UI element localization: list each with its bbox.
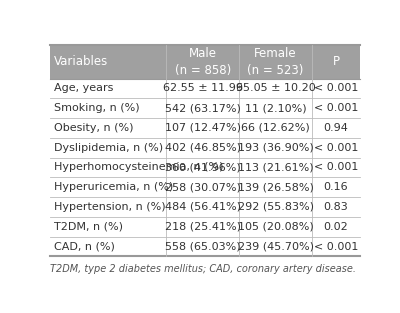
- Text: 542 (63.17%): 542 (63.17%): [165, 103, 241, 113]
- Text: 218 (25.41%): 218 (25.41%): [165, 222, 241, 232]
- Text: CAD, n (%): CAD, n (%): [54, 242, 115, 252]
- Text: < 0.001: < 0.001: [314, 162, 358, 172]
- Text: P: P: [332, 55, 340, 68]
- Text: 193 (36.90%): 193 (36.90%): [238, 143, 314, 153]
- FancyBboxPatch shape: [50, 237, 360, 256]
- Text: T2DM, n (%): T2DM, n (%): [54, 222, 123, 232]
- Text: 105 (20.08%): 105 (20.08%): [238, 222, 314, 232]
- Text: 0.16: 0.16: [324, 182, 348, 192]
- Text: Male
(n = 858): Male (n = 858): [174, 47, 231, 77]
- Text: 360 (41.96%): 360 (41.96%): [165, 162, 240, 172]
- Text: Hyperuricemia, n (%): Hyperuricemia, n (%): [54, 182, 173, 192]
- FancyBboxPatch shape: [50, 217, 360, 237]
- Text: Hyperhomocysteinemia, n (%): Hyperhomocysteinemia, n (%): [54, 162, 224, 172]
- FancyBboxPatch shape: [50, 177, 360, 197]
- Text: 65.05 ± 10.20: 65.05 ± 10.20: [236, 83, 315, 93]
- Text: Dyslipidemia, n (%): Dyslipidemia, n (%): [54, 143, 163, 153]
- Text: 11 (2.10%): 11 (2.10%): [245, 103, 306, 113]
- Text: Age, years: Age, years: [54, 83, 114, 93]
- FancyBboxPatch shape: [50, 98, 360, 118]
- Text: 239 (45.70%): 239 (45.70%): [238, 242, 314, 252]
- Text: < 0.001: < 0.001: [314, 83, 358, 93]
- Text: 0.94: 0.94: [324, 123, 348, 133]
- Text: 292 (55.83%): 292 (55.83%): [238, 202, 314, 212]
- Text: < 0.001: < 0.001: [314, 242, 358, 252]
- FancyBboxPatch shape: [50, 79, 360, 98]
- FancyBboxPatch shape: [50, 45, 360, 79]
- FancyBboxPatch shape: [50, 197, 360, 217]
- Text: 0.02: 0.02: [324, 222, 348, 232]
- Text: < 0.001: < 0.001: [314, 143, 358, 153]
- Text: 258 (30.07%): 258 (30.07%): [165, 182, 241, 192]
- Text: Variables: Variables: [54, 55, 108, 68]
- Text: 484 (56.41%): 484 (56.41%): [165, 202, 241, 212]
- Text: 0.83: 0.83: [324, 202, 348, 212]
- Text: 107 (12.47%): 107 (12.47%): [165, 123, 241, 133]
- Text: 402 (46.85%): 402 (46.85%): [165, 143, 241, 153]
- Text: 62.55 ± 11.99: 62.55 ± 11.99: [163, 83, 243, 93]
- FancyBboxPatch shape: [50, 157, 360, 177]
- FancyBboxPatch shape: [50, 118, 360, 138]
- Text: 139 (26.58%): 139 (26.58%): [238, 182, 314, 192]
- Text: Female
(n = 523): Female (n = 523): [247, 47, 304, 77]
- Text: Smoking, n (%): Smoking, n (%): [54, 103, 140, 113]
- Text: 558 (65.03%): 558 (65.03%): [165, 242, 240, 252]
- FancyBboxPatch shape: [50, 138, 360, 157]
- Text: Hypertension, n (%): Hypertension, n (%): [54, 202, 166, 212]
- Text: T2DM, type 2 diabetes mellitus; CAD, coronary artery disease.: T2DM, type 2 diabetes mellitus; CAD, cor…: [50, 264, 356, 274]
- Text: Obesity, n (%): Obesity, n (%): [54, 123, 134, 133]
- Text: 66 (12.62%): 66 (12.62%): [241, 123, 310, 133]
- Text: < 0.001: < 0.001: [314, 103, 358, 113]
- Text: 113 (21.61%): 113 (21.61%): [238, 162, 313, 172]
